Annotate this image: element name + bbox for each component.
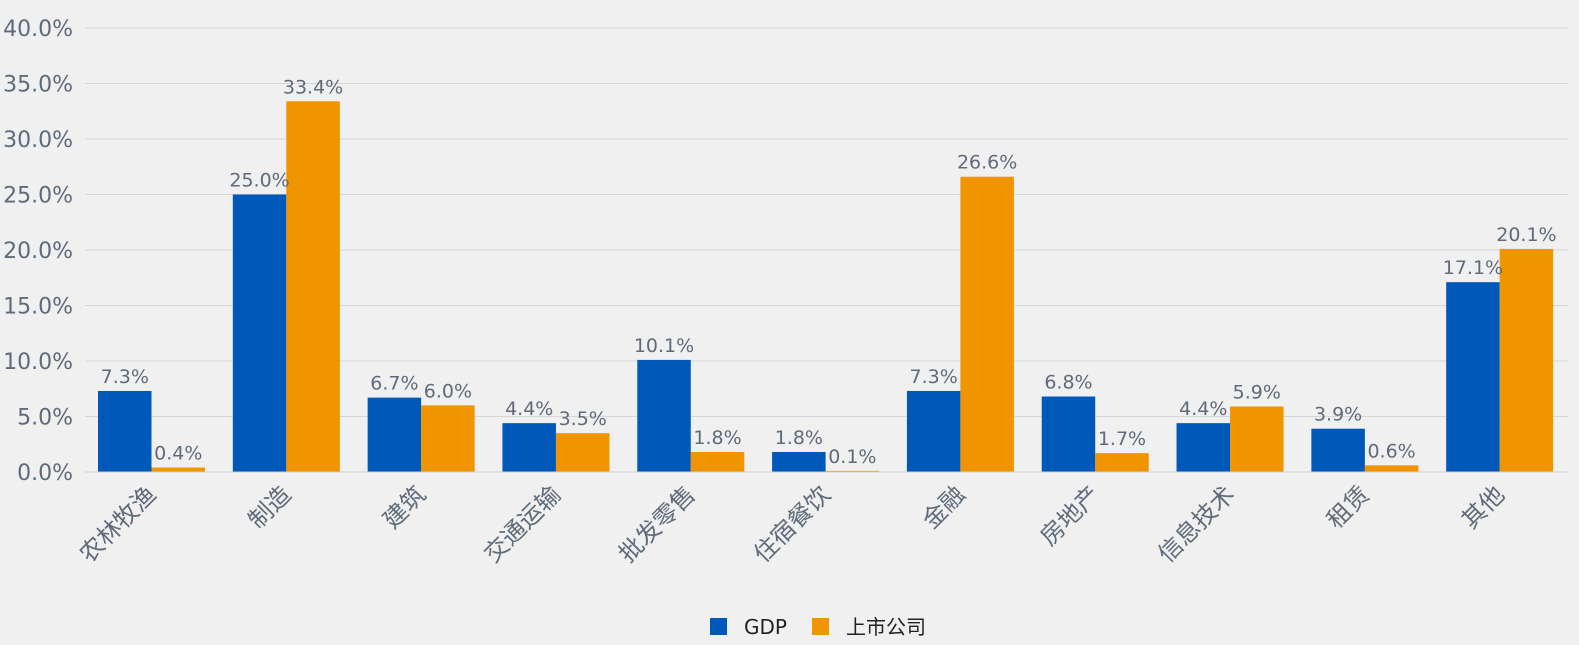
bar-gdp bbox=[98, 390, 152, 472]
bar-gdp bbox=[232, 194, 287, 472]
data-label: 5.9% bbox=[1233, 382, 1281, 404]
data-label: 7.3% bbox=[910, 366, 958, 388]
data-label: 0.4% bbox=[154, 443, 202, 465]
bar-gdp bbox=[1446, 282, 1500, 472]
bar-listed bbox=[1499, 248, 1554, 472]
data-label: 1.8% bbox=[693, 427, 741, 449]
bar-listed bbox=[1095, 453, 1149, 472]
y-tick-label: 5.0% bbox=[17, 406, 73, 431]
x-tick-label: 金融 bbox=[917, 480, 971, 534]
data-label: 6.8% bbox=[1044, 372, 1092, 394]
bar-listed bbox=[421, 405, 475, 472]
data-label: 4.4% bbox=[1179, 398, 1227, 420]
y-tick-label: 40.0% bbox=[3, 17, 73, 42]
data-label: 1.8% bbox=[775, 427, 823, 449]
legend-swatch-gdp bbox=[710, 618, 727, 635]
x-tick-label: 农林牧渔 bbox=[74, 480, 162, 568]
data-label: 10.1% bbox=[634, 335, 694, 357]
x-tick-label: 制造 bbox=[243, 480, 297, 534]
bar-listed bbox=[960, 176, 1014, 473]
y-tick-label: 25.0% bbox=[3, 184, 73, 209]
x-tick-label: 房地产 bbox=[1035, 480, 1106, 551]
x-tick-label: 住宿餐饮 bbox=[748, 480, 836, 568]
bar-gdp bbox=[502, 423, 556, 472]
y-tick-label: 15.0% bbox=[3, 295, 73, 320]
data-label: 0.6% bbox=[1367, 440, 1415, 462]
bar-listed bbox=[555, 433, 610, 472]
bar-listed bbox=[286, 101, 340, 472]
y-axis-ticks: 0.0% 5.0% 10.0% 15.0% 20.0% 25.0% 30.0% 35.0% 40… bbox=[3, 17, 73, 486]
data-label: 26.6% bbox=[957, 152, 1017, 174]
bar-gdp bbox=[1311, 428, 1365, 472]
x-axis-ticks: 农林牧渔 制造 建筑 交通运输 批发零售 住宿餐饮 金融 房地产 信息技术 租赁 其他 bbox=[74, 480, 1510, 568]
bar-gdp bbox=[772, 452, 826, 472]
bar-gdp bbox=[367, 397, 422, 472]
data-label: 1.7% bbox=[1098, 428, 1146, 450]
data-labels: 7.3% 0.4% 25.0% 33.4% 6.7% 6.0% 4.4% 3.5% 10.1% 1… bbox=[101, 76, 1557, 468]
bar-gdp bbox=[906, 390, 961, 472]
bar-listed bbox=[825, 470, 880, 472]
x-tick-label: 建筑 bbox=[378, 480, 432, 534]
y-tick-label: 30.0% bbox=[3, 128, 73, 153]
data-label: 3.9% bbox=[1314, 404, 1362, 426]
legend: GDP 上市公司 bbox=[710, 615, 926, 639]
bar-listed bbox=[151, 467, 205, 472]
data-label: 20.1% bbox=[1496, 224, 1556, 246]
legend-swatch-listed bbox=[812, 618, 829, 635]
x-tick-label: 批发零售 bbox=[613, 480, 701, 568]
x-tick-label: 租赁 bbox=[1321, 480, 1375, 534]
data-label: 3.5% bbox=[559, 408, 607, 430]
x-tick-label: 信息技术 bbox=[1153, 480, 1241, 568]
bar-gdp bbox=[1176, 423, 1231, 472]
x-tick-label: 交通运输 bbox=[479, 480, 567, 568]
x-tick-label: 其他 bbox=[1456, 480, 1510, 534]
y-tick-label: 20.0% bbox=[3, 239, 73, 264]
y-tick-label: 35.0% bbox=[3, 73, 73, 98]
y-tick-label: 0.0% bbox=[17, 461, 73, 486]
data-label: 6.7% bbox=[370, 373, 418, 395]
data-label: 33.4% bbox=[283, 76, 343, 98]
y-tick-label: 10.0% bbox=[3, 350, 73, 375]
bars bbox=[98, 101, 1554, 473]
data-label: 25.0% bbox=[229, 170, 289, 192]
bar-listed bbox=[1364, 465, 1419, 472]
data-label: 7.3% bbox=[101, 366, 149, 388]
bar-listed bbox=[690, 452, 745, 472]
legend-label-gdp: GDP bbox=[744, 615, 787, 639]
data-label: 17.1% bbox=[1443, 257, 1503, 279]
legend-label-listed: 上市公司 bbox=[846, 615, 926, 639]
bar-gdp bbox=[1041, 396, 1096, 472]
data-label: 6.0% bbox=[424, 380, 472, 402]
data-label: 0.1% bbox=[828, 446, 876, 468]
data-label: 4.4% bbox=[505, 398, 553, 420]
bar-listed bbox=[1230, 406, 1284, 472]
bar-gdp bbox=[637, 359, 691, 472]
